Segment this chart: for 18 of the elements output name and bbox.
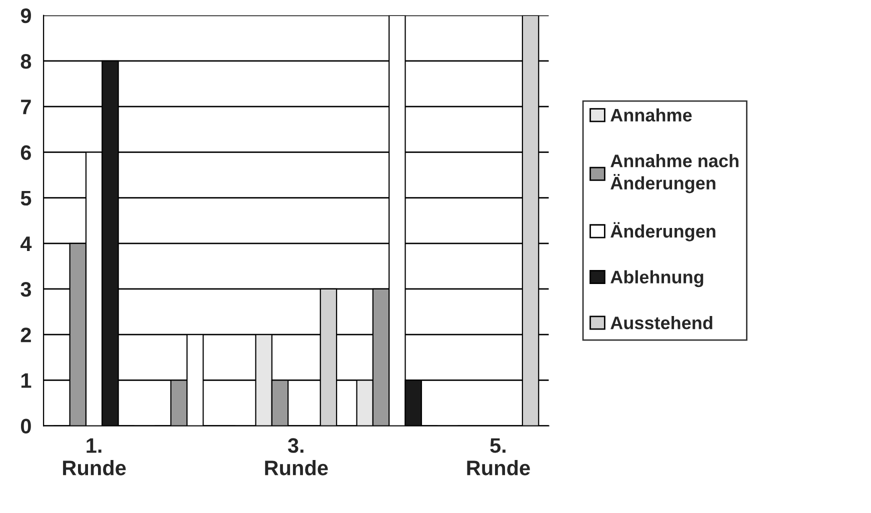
y-tick-label: 6 [20,145,31,160]
y-tick-label: 9 [20,8,31,24]
x-tick-label: 1. Runde [63,438,126,476]
y-tick-label: 1 [21,373,32,388]
y-tick-label: 8 [20,54,32,69]
x-tick-label: 3. Runde [265,438,328,476]
y-tick-label: 4 [20,236,32,251]
x-tick-label: 5. Runde [467,438,530,476]
legend-label: Änderungen [610,222,716,242]
legend-label: Annahme [610,108,692,122]
y-tick-label: 7 [21,100,31,114]
y-tick-label: 5 [20,191,32,206]
legend-label: Annahme nach Änderungen [610,154,738,194]
y-tick-label: 0 [20,418,31,434]
legend-label: Ablehnung [610,270,704,288]
y-tick-label: 2 [20,328,31,342]
legend-label: Ausstehend [610,316,712,330]
y-tick-label: 3 [20,282,31,297]
